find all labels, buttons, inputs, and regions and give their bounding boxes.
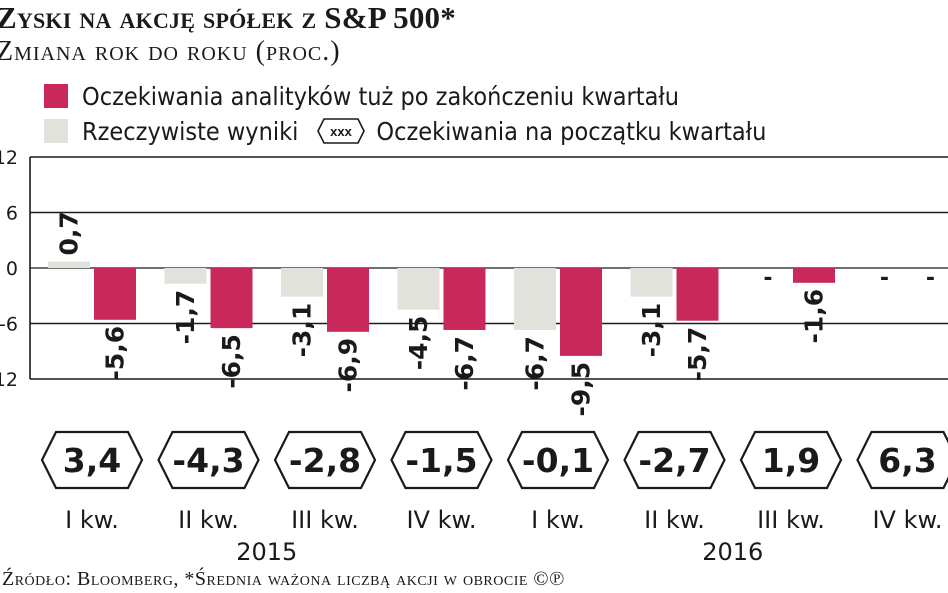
bar-actual [164,268,207,284]
legend-row-expected: Oczekiwania analityków tuż po zakończeni… [44,80,679,112]
bar-value-label: -6,5 [217,334,246,389]
y-tick-label: -6 [0,314,18,336]
hexagon-start-expectation [856,430,948,490]
hexagon-start-expectation [506,430,610,490]
bar-value-label: -1,6 [800,289,829,344]
source-footnote: Źródło: Bloomberg, *Średnia ważona liczb… [2,568,565,590]
legend-swatch-expected [44,84,68,108]
bar-value-label: - [880,266,889,291]
bar-value-label: -6,7 [450,336,479,391]
legend-label-expected: Oczekiwania analityków tuż po zakończeni… [82,81,679,111]
bar-expected [327,268,369,332]
bar-value-label: -6,9 [334,338,363,393]
chart-title: Zyski na akcję spółek z S&P 500* [0,0,456,35]
quarter-label: III kw. [291,506,359,534]
hexagon-value-label: 6,3 [878,441,936,480]
bar-value-label: -3,1 [637,303,666,358]
bar-value-label: - [763,266,772,291]
year-label: 2015 [236,538,297,566]
chart-subtitle: Zmiana rok do roku (proc.) [0,36,341,67]
hexagon-start-expectation [623,430,726,490]
hexagon-value-label: -0,1 [522,441,594,480]
y-tick-label: 12 [0,147,18,169]
quarter-label: I kw. [65,506,119,534]
bar-value-label: -5,7 [683,327,712,382]
bar-expected [210,268,253,329]
y-tick-label: -12 [0,369,18,391]
quarter-label: I kw. [531,506,585,534]
hexagon-value-label: -2,8 [289,441,361,480]
quarter-label: IV kw. [872,506,942,534]
y-tick-label: 6 [6,203,18,225]
hexagon-value-label: -2,7 [638,441,710,480]
hexagon-start-expectation [390,430,493,490]
quarter-label: IV kw. [406,506,476,534]
bar-chart: 12 6 0 -6 -12 0,7 -5,6 3,4 I kw. -1,7 -6,5 -4,3 II k… [0,147,948,566]
hexagon-value-label: 1,9 [762,441,820,480]
legend-label-actual: Rzeczywiste wyniki [82,116,299,146]
hexagon-value-label: 3,4 [63,441,121,480]
legend-row-actual: Rzeczywiste wyniki xxx Oczekiwania na po… [44,115,766,147]
bar-value-label: -4,5 [404,316,433,371]
hexagon-value-label: -1,5 [405,441,477,480]
year-label: 2016 [702,538,763,566]
quarter-label: II kw. [178,506,239,534]
bar-expected [443,268,486,330]
hexagon-start-expectation [273,430,377,490]
hexagon-start-expectation [157,430,260,490]
bar-expected [676,268,719,321]
hexagon-start-expectation [40,430,144,490]
bar-value-label: - [926,266,935,291]
bar-value-label: 0,7 [55,211,84,255]
bar-value-label: -5,6 [101,326,130,381]
bar-actual [514,268,556,330]
bar-value-label: -6,7 [521,336,550,391]
legend-hexagon-symbol: xxx [317,118,366,144]
hexagon-start-expectation [739,430,843,490]
legend-swatch-actual [44,119,68,143]
bar-value-label: -9,5 [567,362,596,417]
bar-value-label: -1,7 [171,290,200,345]
quarter-label: III kw. [757,506,825,534]
bar-expected [793,268,835,283]
hexagon-value-label: -4,3 [172,441,244,480]
bar-actual [630,268,673,297]
bar-actual [48,261,90,268]
legend-hexagon-text: xxx [331,124,353,139]
bar-expected [560,268,602,356]
y-tick-label: 0 [6,258,18,280]
legend-label-start: Oczekiwania na początku kwartału [376,116,767,146]
quarter-label: II kw. [644,506,705,534]
bar-value-label: -3,1 [288,303,317,358]
bar-expected [94,268,136,320]
bar-actual [281,268,323,297]
bar-actual [397,268,440,310]
